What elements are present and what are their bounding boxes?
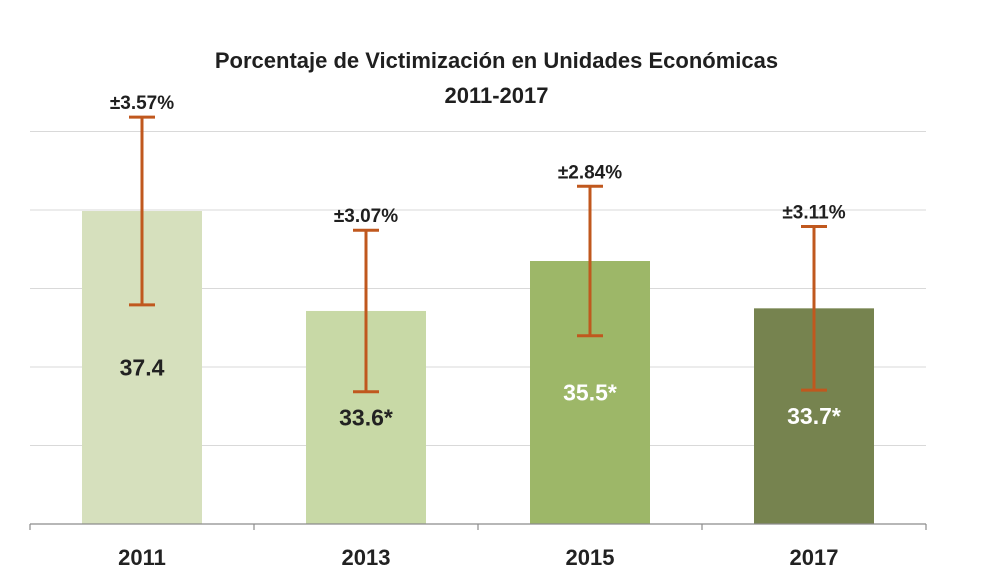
x-tick-label-2011: 2011	[118, 545, 166, 570]
x-tick-label-2017: 2017	[790, 545, 839, 570]
data-label-2015: 35.5*	[563, 380, 617, 406]
error-label-2013: ±3.07%	[334, 206, 398, 227]
data-label-2013: 33.6*	[339, 404, 393, 430]
chart-title: Porcentaje de Victimización en Unidades …	[214, 48, 779, 73]
error-label-2011: ±3.57%	[110, 93, 174, 114]
x-tick-label-2015: 2015	[566, 545, 615, 570]
error-label-2015: ±2.84%	[558, 162, 622, 183]
data-label-2017: 33.7*	[787, 403, 841, 429]
data-label-2011: 37.4	[120, 355, 165, 381]
error-label-2017: ±3.11%	[782, 203, 845, 224]
x-tick-label-2013: 2013	[342, 545, 391, 570]
chart-subtitle: 2011-2017	[444, 83, 549, 108]
